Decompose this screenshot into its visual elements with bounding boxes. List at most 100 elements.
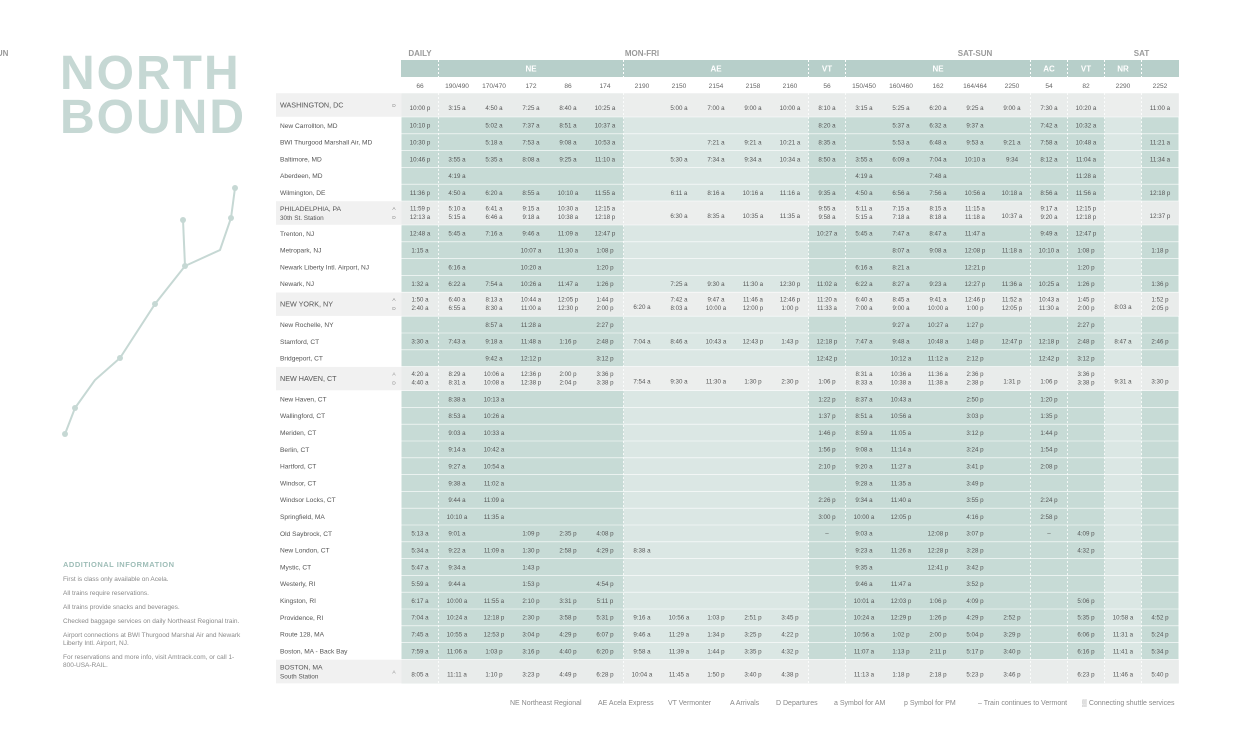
service-label: NE: [525, 65, 537, 74]
day-group-label: DAILY: [408, 49, 432, 58]
time-cell: 12:00 p: [743, 305, 764, 312]
time-cell: 7:45 a: [411, 632, 429, 639]
time-cell: 9:58 a: [633, 648, 651, 655]
time-cell: 5:24 p: [1151, 632, 1169, 639]
time-cell: 1:31 p: [1003, 379, 1021, 386]
time-cell: 7:37 a: [522, 123, 540, 130]
station-name: Hartford, CT: [280, 464, 316, 471]
time-cell: 4:49 p: [559, 671, 577, 678]
time-cell: 6:11 a: [671, 190, 688, 197]
time-cell: 10:27 a: [817, 231, 838, 238]
time-cell: 9:14 a: [448, 447, 466, 454]
time-cell: 9:35 a: [818, 190, 836, 197]
time-cell: 8:33 a: [856, 380, 874, 387]
time-cell: 11:02 a: [484, 480, 505, 487]
time-cell: 9:21 a: [744, 140, 762, 147]
time-cell: 9:08 a: [559, 140, 577, 147]
service-label: AC: [1043, 65, 1055, 74]
time-cell: 10:10 a: [1039, 248, 1060, 255]
time-cell: 12:46 p: [965, 297, 986, 304]
time-cell: 8:37 a: [855, 396, 873, 403]
time-cell: 3:00 p: [818, 514, 836, 521]
time-cell: 10:43 a: [706, 339, 727, 346]
time-cell: 8:10 a: [818, 105, 836, 112]
time-cell: 1:56 p: [818, 447, 836, 454]
time-cell: 10:10 a: [558, 190, 579, 197]
time-cell: 11:27 a: [891, 464, 912, 471]
time-cell: 2:04 p: [560, 380, 578, 387]
station-name: Windsor Locks, CT: [280, 497, 336, 504]
time-cell: 1:26 p: [929, 615, 947, 622]
time-cell: 12:18 p: [1039, 339, 1060, 346]
time-cell: 9:42 a: [485, 356, 503, 363]
time-cell: 6:48 a: [929, 140, 947, 147]
time-cell: 2:48 p: [596, 339, 614, 346]
time-cell: 11:13 a: [854, 671, 875, 678]
time-cell: 8:27 a: [892, 281, 910, 288]
time-cell: 8:46 a: [670, 339, 688, 346]
time-cell: 5:45 a: [448, 231, 466, 238]
time-cell: 12:15 a: [595, 206, 616, 213]
time-cell: 12:42 p: [1039, 356, 1060, 363]
time-cell: 8:45 a: [893, 297, 911, 304]
time-cell: 1:06 p: [929, 598, 947, 605]
time-cell: 1:48 p: [966, 339, 984, 346]
time-cell: 11:12 a: [928, 356, 949, 363]
time-cell: 11:30 a: [706, 379, 727, 386]
time-cell: 3:15 a: [448, 105, 466, 112]
time-cell: 11:21 a: [1150, 140, 1171, 147]
time-cell: 11:20 a: [817, 297, 837, 304]
time-cell: 2:48 p: [1077, 339, 1095, 346]
time-cell: 12:08 p: [928, 531, 949, 538]
page-title: NORTH BOUND: [60, 50, 246, 142]
time-cell: 3:42 p: [966, 564, 984, 571]
station-name: Aberdeen, MD: [280, 173, 323, 180]
time-cell: 2:12 p: [966, 356, 984, 363]
time-cell: 2:26 p: [818, 497, 836, 504]
station-name: NEW YORK, NY: [280, 300, 333, 309]
time-cell: 12:30 p: [558, 305, 579, 312]
time-cell: 10:54 a: [484, 464, 505, 471]
time-cell: 1:20 p: [1040, 396, 1058, 403]
time-cell: 4:19 a: [855, 173, 873, 180]
time-cell: 5:45 a: [855, 231, 873, 238]
station-name: Kingston, RI: [280, 598, 316, 605]
time-cell: 10:48 a: [1076, 140, 1097, 147]
time-cell: 5:34 a: [411, 548, 429, 555]
info-line: Airport connections at BWI Thurgood Mars…: [63, 632, 241, 647]
time-cell: 5:13 a: [411, 531, 429, 538]
legend-item: ▒ Connecting shuttle services: [1082, 700, 1175, 707]
time-cell: 12:42 p: [817, 356, 838, 363]
time-cell: 3:41 p: [966, 464, 984, 471]
station-subname: South Station: [280, 673, 319, 680]
time-cell: 9:08 a: [929, 248, 947, 255]
time-cell: 10:58 a: [1113, 615, 1134, 622]
time-cell: 1:44 p: [597, 297, 615, 304]
time-cell: 10:44 a: [521, 297, 542, 304]
station-name: Boston, MA - Back Bay: [280, 648, 348, 655]
time-cell: 11:11 a: [447, 671, 467, 678]
time-cell: 1:26 p: [596, 281, 614, 288]
info-line: All trains provide snacks and beverages.: [63, 604, 180, 611]
time-cell: 10:53 a: [595, 140, 616, 147]
time-cell: 6:07 p: [596, 632, 614, 639]
time-cell: 10:24 a: [854, 615, 875, 622]
time-cell: 6:46 a: [486, 214, 504, 221]
time-cell: 11:28 a: [521, 322, 542, 329]
time-cell: 3:12 p: [596, 356, 614, 363]
time-cell: 3:55 a: [855, 156, 873, 163]
station-name: Mystic, CT: [280, 564, 311, 571]
time-cell: 11:35 a: [780, 213, 801, 220]
time-cell: 12:05 p: [558, 297, 579, 304]
time-cell: 8:55 a: [522, 190, 540, 197]
time-cell: 3:38 p: [1078, 380, 1096, 387]
time-cell: 4:40 p: [559, 648, 577, 655]
legend-item: a Symbol for AM: [834, 700, 886, 707]
time-cell: 10:27 a: [928, 322, 949, 329]
time-cell: 9:46 a: [522, 231, 540, 238]
station-name: Springfield, MA: [280, 514, 325, 521]
time-cell: 9:20 a: [855, 464, 873, 471]
station-name: BWI Thurgood Marshall Air, MD: [280, 140, 372, 147]
train-number: 150/450: [852, 83, 876, 90]
time-cell: 10:56 a: [965, 190, 986, 197]
